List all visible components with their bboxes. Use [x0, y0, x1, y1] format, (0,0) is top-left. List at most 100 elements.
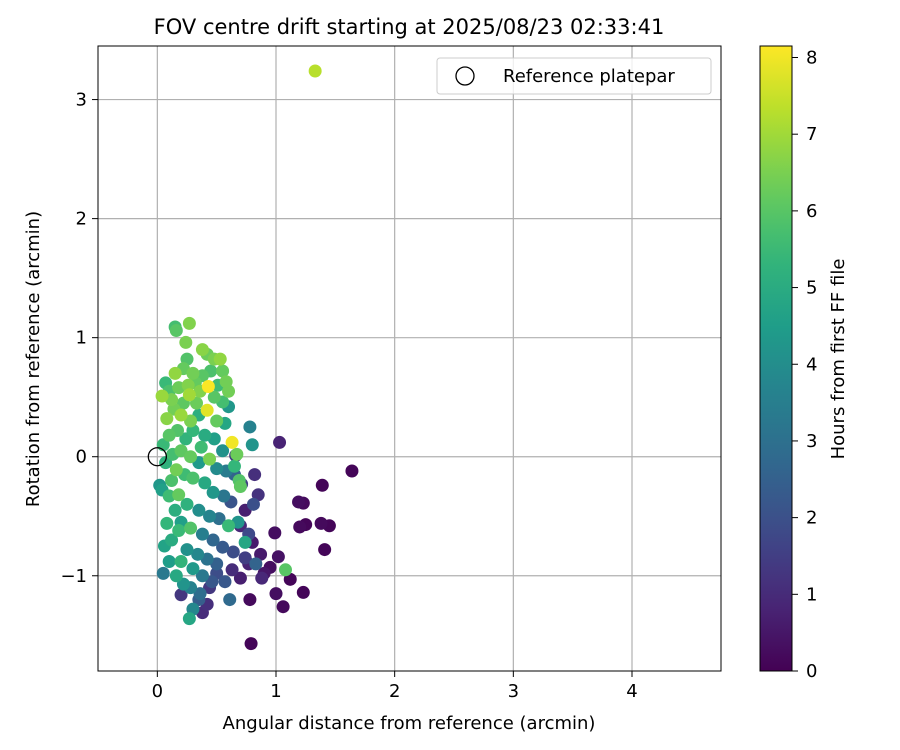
y-tick-label: 3 [76, 90, 87, 111]
colorbar-label: Hours from first FF file [828, 259, 849, 460]
scatter-point [172, 524, 186, 538]
scatter-point [227, 459, 241, 473]
scatter-point [162, 489, 176, 503]
scatter-point [216, 364, 230, 378]
scatter-point [182, 316, 196, 330]
scatter-point [207, 390, 221, 404]
x-axis-label: Angular distance from reference (arcmin) [223, 713, 596, 734]
scatter-point [156, 566, 170, 580]
scatter-point [315, 478, 329, 492]
scatter-point [174, 444, 188, 458]
colorbar-tick-label: 8 [806, 48, 817, 69]
scatter-point [198, 476, 212, 490]
scatter-point [169, 569, 183, 583]
grid-lines [98, 46, 721, 671]
scatter-point [168, 366, 182, 380]
scatter-point [174, 588, 188, 602]
scatter-point [160, 516, 174, 530]
colorbar-tick-label: 7 [806, 124, 817, 145]
x-tick-label: 0 [152, 681, 163, 702]
scatter-point [233, 571, 247, 585]
scatter-point [162, 554, 176, 568]
scatter-point [180, 497, 194, 511]
scatter-point [195, 527, 209, 541]
colorbar: 0 1 2 3 4 5 6 7 8 Hours from first FF file [759, 45, 849, 682]
scatter-point [206, 485, 220, 499]
scatter-point [172, 488, 186, 502]
scatter-point [226, 545, 240, 559]
scatter-point [180, 543, 194, 557]
scatter-point [160, 412, 174, 426]
scatter-point [243, 420, 257, 434]
data-points [153, 64, 359, 651]
scatter-point [210, 462, 224, 476]
scatter-point [238, 551, 252, 565]
scatter-point [200, 403, 214, 417]
scatter-point [181, 378, 195, 392]
colorbar-ticks: 0 1 2 3 4 5 6 7 8 [792, 48, 817, 682]
plot-frame [97, 45, 722, 672]
scatter-point [225, 435, 239, 449]
scatter-point [308, 64, 322, 78]
scatter-point [314, 516, 328, 530]
scatter-point [174, 554, 188, 568]
scatter-point [182, 388, 196, 402]
scatter-point [278, 563, 292, 577]
legend-marker-icon [455, 66, 475, 86]
scatter-point [198, 428, 212, 442]
scatter-point [213, 352, 227, 366]
scatter-point [210, 414, 224, 428]
scatter-point [192, 503, 206, 517]
scatter-point [195, 343, 209, 357]
scatter-point [222, 519, 236, 533]
scatter-point [248, 468, 262, 482]
scatter-point [223, 593, 237, 607]
y-axis-ticks: −1 0 1 2 3 [60, 90, 98, 587]
scatter-point [238, 535, 252, 549]
x-tick-label: 2 [389, 681, 400, 702]
colorbar-tick-label: 6 [806, 201, 817, 222]
legend-box [436, 57, 712, 95]
scatter-point [216, 444, 230, 458]
scatter-point [246, 497, 260, 511]
y-axis-label: Rotation from reference (arcmin) [23, 211, 44, 507]
scatter-point [273, 435, 287, 449]
scatter-point [293, 520, 307, 534]
scatter-point [269, 587, 283, 601]
scatter-point [255, 571, 269, 585]
scatter-point [186, 366, 200, 380]
scatter-point [155, 389, 169, 403]
colorbar-tick-label: 3 [806, 431, 817, 452]
colorbar-tick-label: 5 [806, 278, 817, 299]
y-tick-label: 2 [76, 209, 87, 230]
scatter-point [216, 540, 230, 554]
scatter-point [186, 562, 200, 576]
scatter-point [165, 474, 179, 488]
scatter-point [195, 569, 209, 583]
scatter-point [186, 471, 200, 485]
scatter-point [218, 575, 232, 589]
scatter-point [169, 324, 183, 338]
scatter-point [345, 464, 359, 478]
scatter-point [194, 440, 208, 454]
scatter-point [203, 452, 217, 466]
scatter-point [184, 414, 198, 428]
colorbar-tick-label: 0 [806, 661, 817, 682]
scatter-point [184, 521, 198, 535]
scatter-point [162, 428, 176, 442]
scatter-point [203, 509, 217, 523]
scatter-point [179, 335, 193, 349]
scatter-point [271, 550, 285, 564]
scatter-point [296, 585, 310, 599]
scatter-point [201, 379, 215, 393]
scatter-point [206, 533, 220, 547]
x-tick-label: 3 [508, 681, 519, 702]
scatter-point [169, 463, 183, 477]
colorbar-tick-label: 2 [806, 508, 817, 529]
colorbar-tick-label: 4 [806, 354, 817, 375]
scatter-point [233, 479, 247, 493]
reference-platepar-marker [147, 447, 167, 467]
x-tick-label: 4 [626, 681, 637, 702]
